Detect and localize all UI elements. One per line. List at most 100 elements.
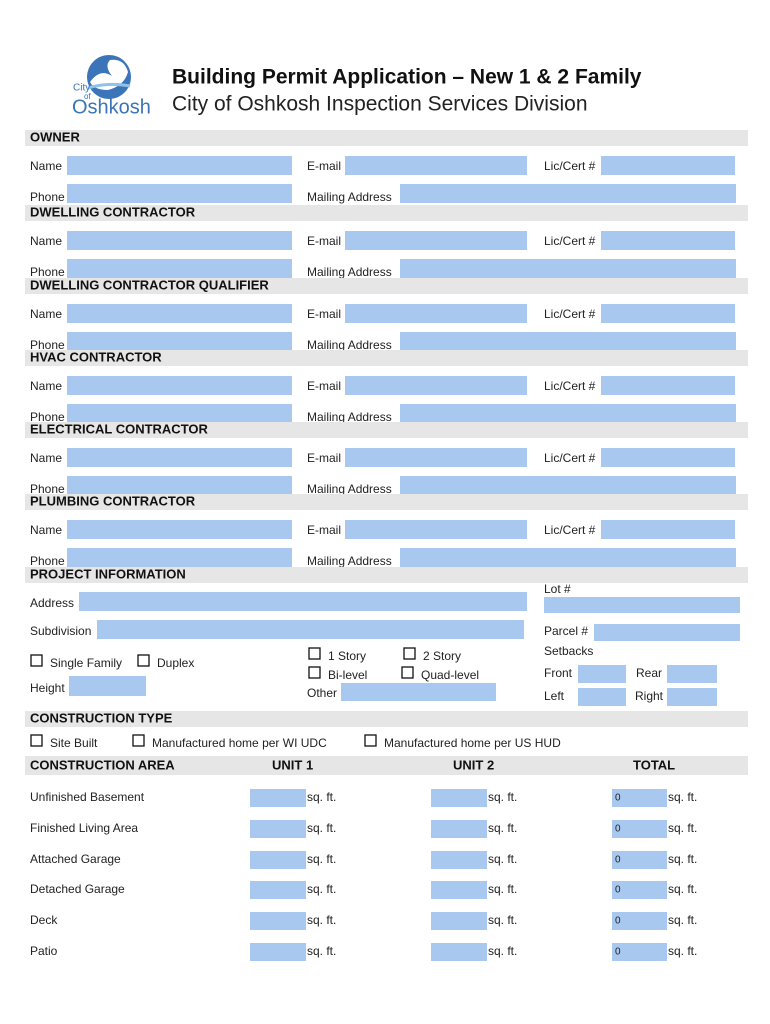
checkbox[interactable]	[403, 647, 416, 660]
row-label: Unfinished Basement	[30, 790, 145, 804]
input-field[interactable]	[250, 943, 306, 961]
input-field[interactable]	[612, 820, 667, 838]
input-field[interactable]	[612, 943, 667, 961]
input-field[interactable]	[97, 620, 524, 639]
unit-label: sq. ft.	[307, 821, 336, 835]
input-field[interactable]	[67, 548, 292, 567]
checkbox[interactable]	[30, 654, 43, 667]
unit-label: sq. ft.	[307, 944, 336, 958]
input-field[interactable]	[341, 683, 496, 701]
input-field[interactable]	[345, 376, 527, 395]
field-label: Mailing Address	[307, 338, 392, 352]
section-title: PROJECT INFORMATION	[30, 566, 186, 581]
input-field[interactable]	[400, 259, 736, 278]
input-field[interactable]	[601, 376, 735, 395]
input-field[interactable]	[67, 476, 292, 495]
field-label: Phone	[30, 190, 65, 204]
unit-label: sq. ft.	[668, 944, 697, 958]
input-field[interactable]	[67, 156, 292, 175]
input-field[interactable]	[250, 881, 306, 899]
input-field[interactable]	[67, 520, 292, 539]
input-field[interactable]	[79, 592, 527, 611]
section-bar	[25, 567, 748, 583]
field-label: Phone	[30, 410, 65, 424]
input-field[interactable]	[431, 851, 487, 869]
field-label: Lic/Cert #	[544, 307, 596, 321]
input-field[interactable]	[667, 688, 717, 706]
input-field[interactable]	[612, 881, 667, 899]
input-field[interactable]	[594, 624, 740, 641]
input-field[interactable]	[345, 448, 527, 467]
input-field[interactable]	[67, 376, 292, 395]
input-field[interactable]	[431, 820, 487, 838]
input-field[interactable]	[67, 404, 292, 423]
input-field[interactable]	[250, 912, 306, 930]
input-field[interactable]	[601, 520, 735, 539]
field-label: Mailing Address	[307, 190, 392, 204]
input-field[interactable]	[431, 943, 487, 961]
section-bar	[25, 205, 748, 221]
total-value: 0	[615, 855, 621, 866]
input-field[interactable]	[612, 851, 667, 869]
input-field[interactable]	[400, 404, 736, 423]
checkbox-label: 2 Story	[423, 649, 461, 663]
field-label: Name	[30, 523, 62, 537]
input-field[interactable]	[67, 259, 292, 278]
input-field[interactable]	[601, 304, 735, 323]
checkbox[interactable]	[364, 734, 377, 747]
input-field[interactable]	[67, 448, 292, 467]
input-field[interactable]	[667, 665, 717, 683]
section-title: PLUMBING CONTRACTOR	[30, 493, 196, 508]
unit-label: sq. ft.	[488, 944, 517, 958]
input-field[interactable]	[250, 851, 306, 869]
input-field[interactable]	[400, 184, 736, 203]
input-field[interactable]	[67, 184, 292, 203]
total-value: 0	[615, 824, 621, 835]
section-title: DWELLING CONTRACTOR	[30, 204, 196, 219]
checkbox-label: Manufactured home per WI UDC	[152, 736, 327, 750]
input-field[interactable]	[250, 789, 306, 807]
field-label: Mailing Address	[307, 410, 392, 424]
unit-label: sq. ft.	[668, 852, 697, 866]
input-field[interactable]	[612, 912, 667, 930]
unit-label: sq. ft.	[668, 882, 697, 896]
input-field[interactable]	[345, 156, 527, 175]
input-field[interactable]	[601, 231, 735, 250]
unit-label: sq. ft.	[307, 852, 336, 866]
input-field[interactable]	[345, 520, 527, 539]
subtitle: City of Oshkosh Inspection Services Divi…	[172, 93, 588, 116]
checkbox[interactable]	[137, 654, 150, 667]
checkbox[interactable]	[401, 666, 414, 679]
unit-label: sq. ft.	[488, 821, 517, 835]
input-field[interactable]	[578, 665, 626, 683]
input-field[interactable]	[431, 789, 487, 807]
input-field[interactable]	[544, 597, 740, 613]
field-label: Lic/Cert #	[544, 159, 596, 173]
checkbox[interactable]	[30, 734, 43, 747]
input-field[interactable]	[67, 332, 292, 351]
input-field[interactable]	[400, 332, 736, 351]
input-field[interactable]	[69, 676, 146, 696]
input-field[interactable]	[601, 448, 735, 467]
input-field[interactable]	[431, 912, 487, 930]
field-label: Right	[635, 689, 664, 703]
checkbox[interactable]	[132, 734, 145, 747]
input-field[interactable]	[400, 548, 736, 567]
section-bar	[25, 130, 748, 146]
checkbox[interactable]	[308, 666, 321, 679]
input-field[interactable]	[431, 881, 487, 899]
total-value: 0	[615, 885, 621, 896]
input-field[interactable]	[400, 476, 736, 495]
input-field[interactable]	[67, 231, 292, 250]
row-label: Patio	[30, 944, 58, 958]
input-field[interactable]	[345, 304, 527, 323]
section-bar	[25, 756, 748, 775]
input-field[interactable]	[345, 231, 527, 250]
input-field[interactable]	[67, 304, 292, 323]
input-field[interactable]	[578, 688, 626, 706]
field-label: E-mail	[307, 159, 341, 173]
input-field[interactable]	[250, 820, 306, 838]
checkbox[interactable]	[308, 647, 321, 660]
input-field[interactable]	[601, 156, 735, 175]
input-field[interactable]	[612, 789, 667, 807]
